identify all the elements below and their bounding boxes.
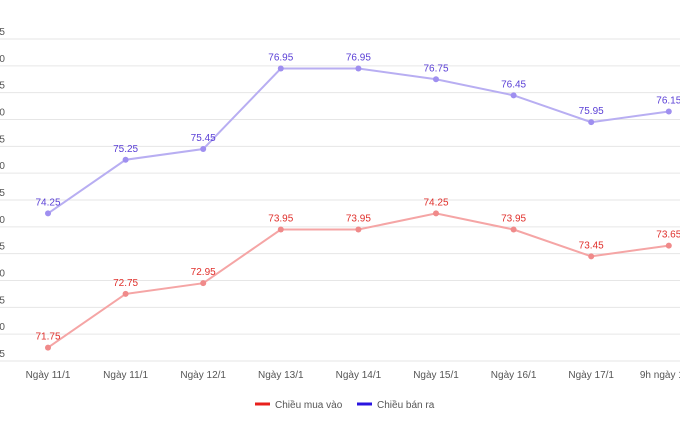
data-label: 73.95	[268, 214, 293, 225]
data-point[interactable]	[510, 226, 517, 233]
x-tick-label: Ngày 12/1	[180, 370, 226, 381]
data-point[interactable]	[122, 290, 129, 297]
y-tick-label: 72.5	[0, 295, 5, 306]
data-label: 73.45	[579, 240, 604, 251]
x-tick-label: Ngày 14/1	[336, 370, 382, 381]
data-point[interactable]	[45, 344, 51, 351]
x-tick-label: Ngày 16/1	[491, 370, 537, 381]
x-tick-label: 9h ngày 18/1	[640, 370, 680, 381]
data-point[interactable]	[122, 156, 129, 163]
y-tick-label: 73.0	[0, 269, 5, 280]
data-point[interactable]	[277, 226, 284, 233]
data-point[interactable]	[510, 92, 517, 99]
y-tick-label: 77.5	[0, 27, 5, 38]
y-tick-label: 73.5	[0, 242, 5, 253]
data-label: 74.25	[423, 197, 448, 208]
legend-label[interactable]: Chiều bán ra	[377, 399, 435, 411]
y-tick-label: 76.0	[0, 108, 5, 119]
data-label: 72.75	[113, 278, 138, 289]
data-label: 75.25	[113, 144, 138, 155]
data-point[interactable]	[665, 242, 672, 249]
x-tick-label: Ngày 13/1	[258, 370, 304, 381]
y-tick-label: 75.5	[0, 134, 5, 145]
y-tick-label: 72.0	[0, 322, 5, 333]
y-tick-label: 74.0	[0, 215, 5, 226]
data-label: 72.95	[191, 267, 216, 278]
data-point[interactable]	[200, 280, 207, 287]
data-point[interactable]	[588, 253, 595, 260]
legend-label[interactable]: Chiều mua vào	[275, 399, 343, 411]
x-tick-label: Ngày 15/1	[413, 370, 459, 381]
data-label: 73.95	[346, 214, 371, 225]
x-tick-label: Ngày 11/1	[26, 370, 71, 381]
data-point[interactable]	[277, 65, 284, 72]
y-tick-label: 71.5	[0, 349, 5, 360]
data-label: 76.15	[656, 95, 680, 106]
data-label: 76.75	[423, 63, 448, 74]
data-label: 73.95	[501, 214, 526, 225]
data-point[interactable]	[45, 210, 51, 217]
series-line	[47, 67, 669, 215]
data-point[interactable]	[588, 119, 595, 126]
y-tick-label: 75.0	[0, 161, 5, 172]
data-label: 76.45	[501, 79, 526, 90]
data-label: 74.25	[35, 197, 60, 208]
data-point[interactable]	[200, 146, 207, 153]
x-tick-label: Ngày 11/1	[103, 370, 148, 381]
data-point[interactable]	[355, 65, 362, 72]
data-point[interactable]	[355, 226, 362, 233]
data-label: 71.75	[35, 332, 60, 343]
data-label: 76.95	[346, 53, 371, 64]
y-tick-label: 76.5	[0, 81, 5, 92]
data-point[interactable]	[433, 76, 439, 83]
x-tick-label: Ngày 17/1	[568, 370, 614, 381]
y-tick-label: 77.0	[0, 54, 5, 65]
data-point[interactable]	[433, 210, 439, 217]
data-label: 75.45	[191, 133, 216, 144]
y-tick-label: 74.5	[0, 188, 5, 199]
data-point[interactable]	[665, 108, 672, 115]
data-label: 76.95	[268, 53, 293, 64]
data-label: 75.95	[579, 106, 604, 117]
data-label: 73.65	[656, 230, 680, 241]
